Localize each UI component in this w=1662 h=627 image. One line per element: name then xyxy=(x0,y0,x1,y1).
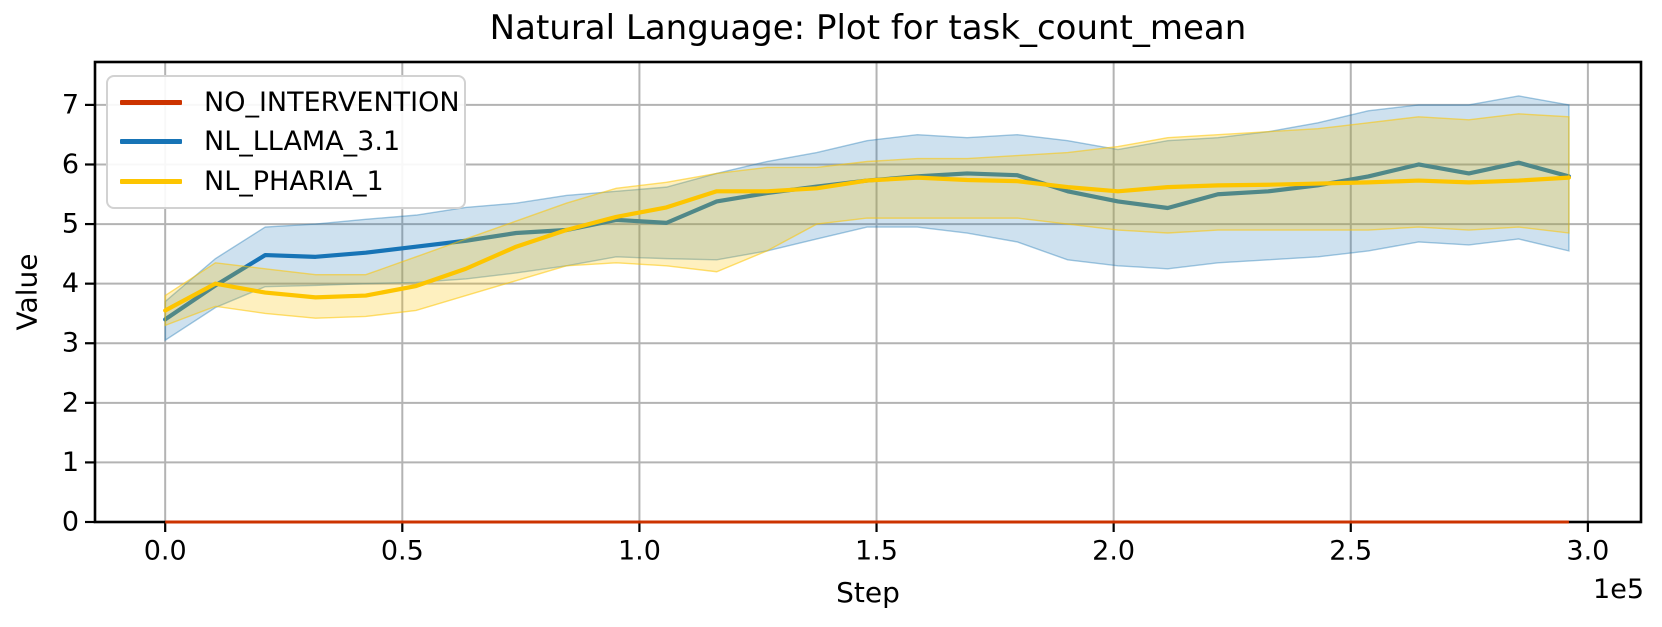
chart-title: Natural Language: Plot for task_count_me… xyxy=(489,8,1247,48)
no-intervention-line-swatch xyxy=(120,100,182,106)
x-tick-label: 0.0 xyxy=(144,536,187,567)
legend-item-nl-llama-3-1: NL_LLAMA_3.1 xyxy=(120,128,452,155)
y-tick-label: 3 xyxy=(62,328,79,359)
legend-item-nl-pharia-1: NL_PHARIA_1 xyxy=(120,168,452,195)
x-axis-offset-label: 1e5 xyxy=(1593,574,1644,605)
y-tick-label: 0 xyxy=(62,507,79,538)
axis-ticks: 0.0 0.5 1.0 1.5 2.0 2.5 3.0 0 1 2 3 4 5 6 7 xyxy=(62,89,1610,566)
legend-item-no-intervention: NO_INTERVENTION xyxy=(120,89,460,116)
x-axis-label: Step xyxy=(836,576,900,609)
x-tick-label: 3.0 xyxy=(1566,536,1609,567)
confidence-band-nl-pharia xyxy=(164,113,1570,327)
nl-pharia-line-swatch xyxy=(120,178,182,184)
x-tick-label: 1.5 xyxy=(855,536,898,567)
series-line-nl-pharia xyxy=(163,175,1572,313)
y-tick-label: 5 xyxy=(62,209,79,240)
legend-label: NL_PHARIA_1 xyxy=(204,165,384,197)
y-tick-label: 4 xyxy=(62,268,79,299)
legend: NO_INTERVENTION NL_LLAMA_3.1 NL_PHARIA_1 xyxy=(106,75,466,209)
x-tick-label: 0.5 xyxy=(381,536,424,567)
nl-llama-line-swatch xyxy=(120,139,182,145)
y-axis-label: Value xyxy=(10,253,44,331)
legend-label: NO_INTERVENTION xyxy=(204,87,460,119)
y-tick-label: 7 xyxy=(62,89,79,120)
y-tick-label: 2 xyxy=(62,387,79,418)
x-tick-label: 2.0 xyxy=(1092,536,1135,567)
y-tick-label: 6 xyxy=(62,149,79,180)
x-tick-label: 2.5 xyxy=(1329,536,1372,567)
x-tick-label: 1.0 xyxy=(618,536,661,567)
y-tick-label: 1 xyxy=(62,447,79,478)
legend-label: NL_LLAMA_3.1 xyxy=(204,126,401,158)
